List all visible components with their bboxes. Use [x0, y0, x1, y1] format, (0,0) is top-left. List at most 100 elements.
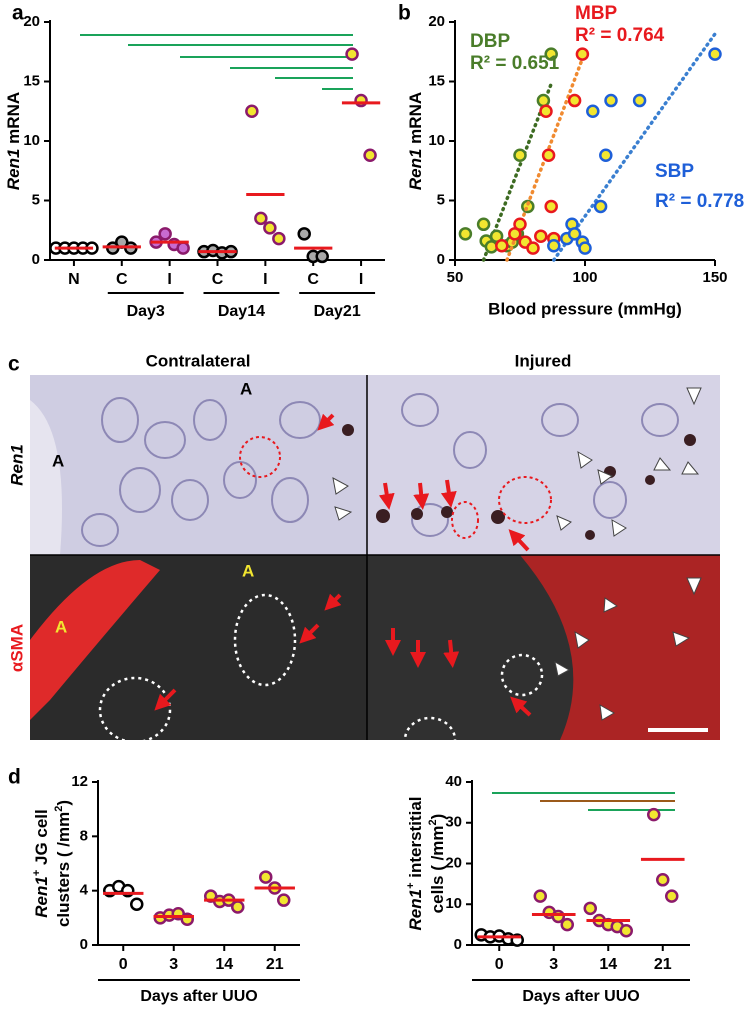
x-tick-label: 14 — [215, 956, 233, 973]
group-label: Day14 — [218, 303, 265, 320]
data-point — [586, 104, 600, 118]
y-axis-label-part: Ren1 — [32, 876, 51, 918]
data-point — [176, 241, 190, 255]
x-tick-label: 3 — [169, 956, 178, 973]
series-label: SBP — [655, 161, 694, 182]
data-point — [495, 238, 509, 253]
significance-lines — [492, 792, 675, 811]
data-point — [513, 217, 527, 232]
y-axis-label-part: ) — [54, 800, 73, 806]
data-point — [656, 873, 670, 887]
x-tick-label: 150 — [702, 269, 727, 286]
data-point — [513, 148, 527, 163]
y-axis-label: clusters ( /mm2) — [53, 800, 74, 927]
y-tick-label: 15 — [23, 72, 40, 89]
y-axis-label-part: Ren1 — [406, 149, 425, 191]
data-point — [158, 227, 172, 241]
y-tick-label: 0 — [32, 251, 40, 268]
y-axis-label: Ren1 mRNA — [4, 92, 23, 190]
data-point — [599, 148, 613, 163]
x-tick-label: 0 — [495, 956, 504, 973]
y-tick-label: 40 — [445, 773, 462, 790]
y-axis-label: cells ( /mm2) — [427, 814, 448, 914]
y-axis-label-part: ) — [428, 814, 447, 820]
x-tick-label: C — [307, 271, 319, 288]
data-point — [476, 217, 491, 232]
x-tick-label: I — [359, 271, 363, 288]
y-tick-label: 20 — [445, 854, 462, 871]
y-axis-label-part: mRNA — [4, 92, 23, 149]
column-label: Injured — [515, 351, 572, 370]
y-tick-label: 12 — [71, 773, 88, 790]
x-axis-label: Blood pressure (mmHg) — [488, 299, 682, 318]
data-point — [533, 889, 547, 903]
micrographs — [30, 375, 720, 764]
y-tick-label: 4 — [80, 882, 89, 899]
x-tick-label: N — [68, 271, 80, 288]
y-tick-label: 30 — [445, 814, 462, 831]
panel-letter: a — [12, 2, 24, 25]
data-point — [604, 93, 618, 108]
data-point — [560, 917, 574, 932]
x-axis-label: Days after UUO — [522, 988, 639, 1005]
data-point — [534, 229, 548, 243]
panel-letter: d — [8, 766, 21, 789]
series-label: DBP — [470, 31, 510, 52]
x-tick-label: 100 — [572, 269, 597, 286]
data-point — [567, 227, 582, 241]
data-point — [458, 227, 473, 241]
row-label: αSMA — [7, 624, 26, 672]
x-tick-label: C — [212, 271, 224, 288]
x-tick-label: I — [167, 271, 171, 288]
data-point — [263, 221, 277, 235]
data-point — [345, 47, 359, 61]
marker-label: A — [55, 617, 67, 636]
y-axis-label-part: Ren1 — [406, 889, 425, 931]
row-label: Ren1 — [7, 444, 26, 486]
data-point — [578, 241, 592, 255]
data-point — [619, 923, 633, 938]
y-tick-label: 15 — [428, 72, 445, 89]
panel-letter: c — [8, 353, 20, 376]
data-point — [544, 47, 558, 61]
y-tick-label: 0 — [437, 251, 445, 268]
data-point — [277, 893, 291, 907]
panel-letter: b — [398, 2, 411, 25]
data-point — [536, 93, 551, 108]
data-point — [541, 148, 556, 163]
x-axis-label: Days after UUO — [140, 988, 257, 1005]
x-tick-label: C — [116, 271, 128, 288]
y-axis-label-part: cells ( /mm — [428, 825, 447, 913]
y-axis-label-part: clusters ( /mm — [54, 812, 73, 927]
x-tick-label: 50 — [447, 269, 464, 286]
data-point — [130, 897, 144, 911]
y-axis-label-part: JG cell — [32, 809, 51, 869]
y-tick-label: 0 — [80, 936, 88, 953]
y-tick-label: 10 — [428, 132, 445, 149]
y-axis-label: Ren1+ JG cell — [31, 809, 52, 918]
data-point — [539, 104, 553, 118]
r2-label: R² = 0.651 — [470, 53, 560, 74]
r2-label: R² = 0.764 — [575, 25, 665, 46]
data-point — [544, 199, 558, 214]
data-point — [363, 148, 377, 163]
x-tick-label: 14 — [599, 956, 617, 973]
group-label: Day21 — [314, 303, 361, 320]
marker-label: A — [52, 451, 64, 470]
x-tick-label: 3 — [549, 956, 558, 973]
y-axis-label-part: 2 — [427, 819, 439, 825]
data-point — [315, 249, 329, 264]
series-label: MBP — [575, 3, 618, 24]
y-axis-label-part: mRNA — [406, 92, 425, 149]
data-point — [526, 241, 540, 255]
data-point — [272, 231, 286, 246]
y-tick-label: 10 — [445, 895, 462, 912]
y-tick-label: 0 — [454, 936, 462, 953]
y-axis-label-part: + — [31, 870, 43, 876]
marker-label: A — [240, 379, 252, 398]
y-tick-label: 20 — [23, 13, 40, 30]
y-axis-label-part: 2 — [53, 806, 65, 812]
y-axis-label-part: Ren1 — [4, 149, 23, 191]
